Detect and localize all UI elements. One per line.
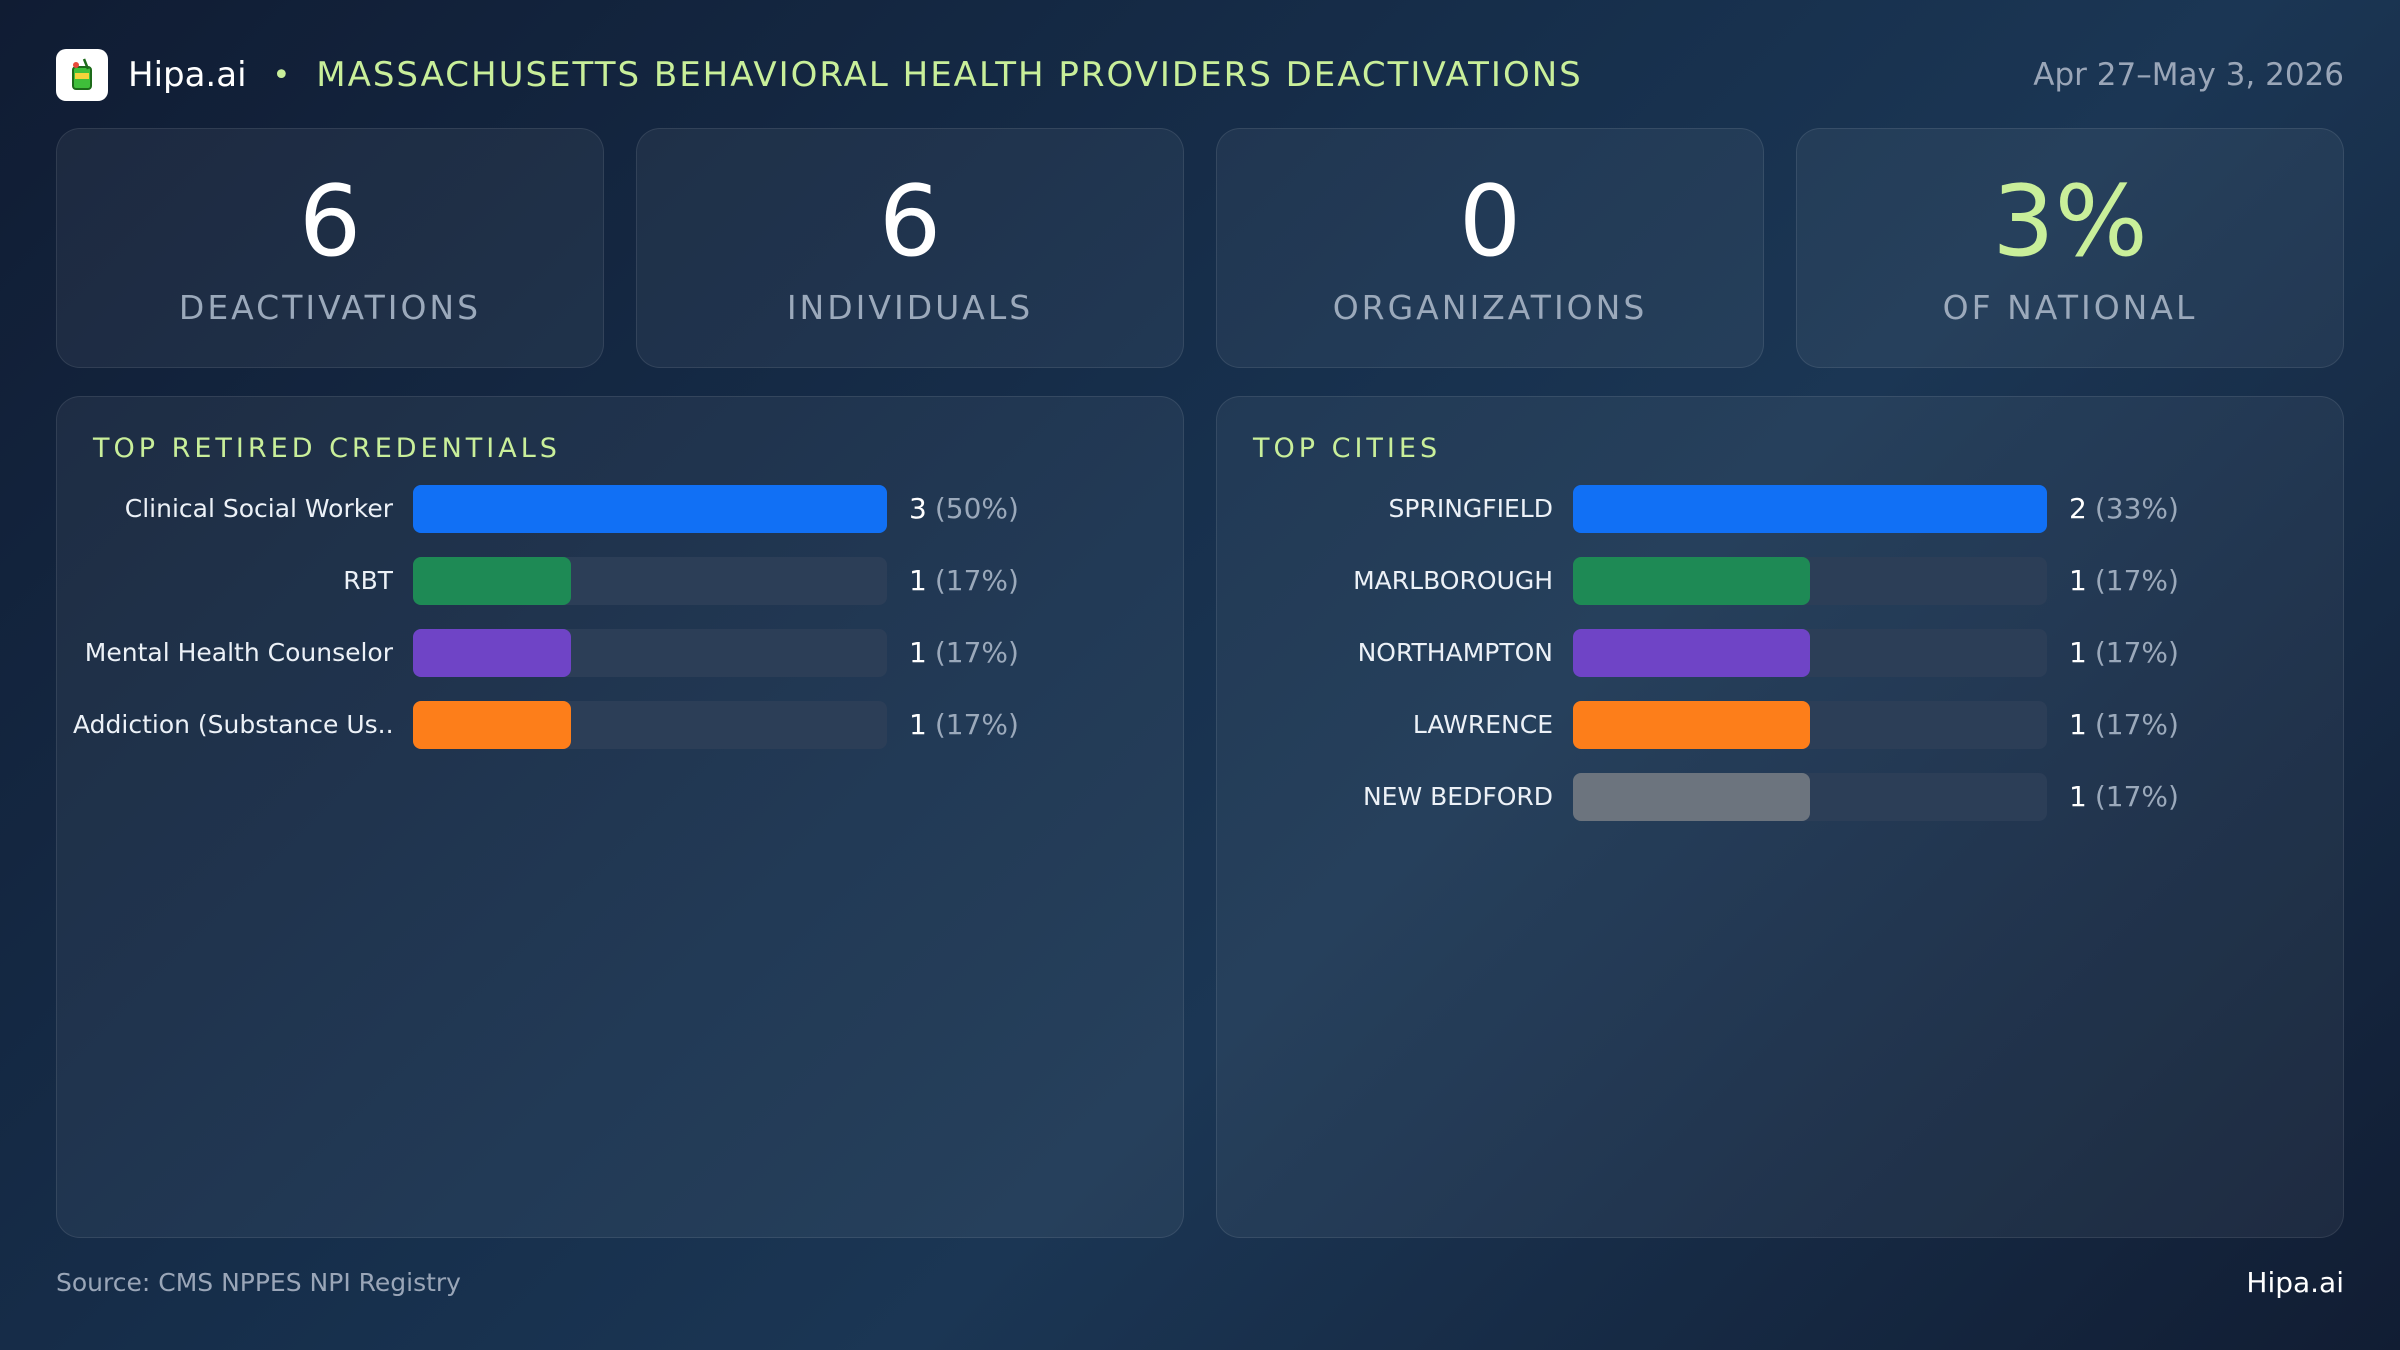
bar-value-label: 1 (17%): [2069, 773, 2179, 821]
kpi-value: 3%: [1992, 164, 2148, 279]
bar-value: 1: [2069, 636, 2087, 669]
kpi-card-deactivations: 6 DEACTIVATIONS: [56, 128, 604, 368]
bar: [1573, 557, 1810, 605]
bar-row: NEW BEDFORD 1 (17%): [1217, 773, 2343, 821]
bar-row: Clinical Social Worker 3 (50%): [57, 485, 1183, 533]
bar-track: [1573, 701, 2047, 749]
bar-row: Mental Health Counselor 1 (17%): [57, 629, 1183, 677]
bar-track: [1573, 485, 2047, 533]
bar: [1573, 701, 1810, 749]
bar-value: 3: [909, 492, 927, 525]
bar-value: 1: [2069, 708, 2087, 741]
bar-track: [413, 485, 887, 533]
bar-value-label: 3 (50%): [909, 485, 1019, 533]
footer-brand: Hipa.ai: [2246, 1266, 2344, 1299]
bar-percent: (17%): [934, 636, 1019, 669]
kpi-label: ORGANIZATIONS: [1332, 287, 1648, 327]
brand-name: Hipa.ai: [128, 55, 247, 95]
bar: [1573, 629, 1810, 677]
bar-value: 1: [2069, 564, 2087, 597]
bar-label: Mental Health Counselor: [84, 638, 393, 667]
kpi-card-individuals: 6 INDIVIDUALS: [636, 128, 1184, 368]
bar-row: SPRINGFIELD 2 (33%): [1217, 485, 2343, 533]
bar-label: LAWRENCE: [1412, 710, 1553, 739]
bar-row: NORTHAMPTON 1 (17%): [1217, 629, 2343, 677]
credentials-panel: TOP RETIRED CREDENTIALS Clinical Social …: [56, 396, 1184, 1238]
kpi-label: OF NATIONAL: [1942, 287, 2198, 327]
bar: [413, 701, 571, 749]
kpi-card-of-national: 3% OF NATIONAL: [1796, 128, 2344, 368]
bar-row: Addiction (Substance Us... 1 (17%): [57, 701, 1183, 749]
bar-percent: (17%): [2094, 708, 2179, 741]
bar-label: NORTHAMPTON: [1357, 638, 1553, 667]
bar-percent: (17%): [2094, 636, 2179, 669]
title-separator: •: [272, 57, 291, 93]
bar-percent: (33%): [2094, 492, 2179, 525]
bar: [413, 485, 887, 533]
kpi-value: 6: [298, 164, 362, 279]
bar-track: [1573, 557, 2047, 605]
kpi-label: INDIVIDUALS: [786, 287, 1034, 327]
bar-track: [413, 629, 887, 677]
bar-value-label: 2 (33%): [2069, 485, 2179, 533]
bar-value: 1: [2069, 780, 2087, 813]
bar-label: SPRINGFIELD: [1388, 494, 1554, 523]
bar-value-label: 1 (17%): [909, 629, 1019, 677]
page-title: MASSACHUSETTS BEHAVIORAL HEALTH PROVIDER…: [316, 55, 1583, 95]
bar-value-label: 1 (17%): [2069, 557, 2179, 605]
bar-value: 1: [909, 636, 927, 669]
bar-value: 1: [909, 708, 927, 741]
bar: [413, 629, 571, 677]
kpi-value: 0: [1458, 164, 1522, 279]
bar-row: RBT 1 (17%): [57, 557, 1183, 605]
bar-track: [1573, 629, 2047, 677]
bar-label: RBT: [343, 566, 393, 595]
bar-value: 2: [2069, 492, 2087, 525]
bar-row: LAWRENCE 1 (17%): [1217, 701, 2343, 749]
source-note: Source: CMS NPPES NPI Registry: [56, 1268, 461, 1297]
header: Hipa.ai • MASSACHUSETTS BEHAVIORAL HEALT…: [56, 44, 2344, 106]
bar: [1573, 773, 1810, 821]
bar-percent: (17%): [2094, 564, 2179, 597]
bar-label: MARLBOROUGH: [1353, 566, 1553, 595]
bar-percent: (17%): [2094, 780, 2179, 813]
bar-value: 1: [909, 564, 927, 597]
date-range: Apr 27–May 3, 2026: [2033, 57, 2344, 93]
cocktail-glass-icon: [56, 49, 108, 101]
cities-panel: TOP CITIES SPRINGFIELD 2 (33%) MARLBOROUGH 1…: [1216, 396, 2344, 1238]
kpi-label: DEACTIVATIONS: [178, 287, 482, 327]
bar-value-label: 1 (17%): [2069, 629, 2179, 677]
bar-track: [413, 701, 887, 749]
bar-label: Clinical Social Worker: [124, 494, 393, 523]
bar-row: MARLBOROUGH 1 (17%): [1217, 557, 2343, 605]
bar-percent: (50%): [934, 492, 1019, 525]
bar: [1573, 485, 2047, 533]
bar-percent: (17%): [934, 564, 1019, 597]
bar-value-label: 1 (17%): [2069, 701, 2179, 749]
bar-track: [1573, 773, 2047, 821]
bar-label: NEW BEDFORD: [1362, 782, 1553, 811]
kpi-card-organizations: 0 ORGANIZATIONS: [1216, 128, 1764, 368]
bar-value-label: 1 (17%): [909, 701, 1019, 749]
bar-percent: (17%): [934, 708, 1019, 741]
bar-track: [413, 557, 887, 605]
kpi-row: 6 DEACTIVATIONS 6 INDIVIDUALS 0 ORGANIZA…: [56, 128, 2344, 368]
chart-title: TOP CITIES: [1253, 433, 1442, 464]
bar-label: Addiction (Substance Us...: [73, 710, 393, 739]
chart-title: TOP RETIRED CREDENTIALS: [93, 433, 561, 464]
chart-panels: TOP RETIRED CREDENTIALS Clinical Social …: [56, 396, 2344, 1238]
kpi-value: 6: [878, 164, 942, 279]
bar: [413, 557, 571, 605]
bar-value-label: 1 (17%): [909, 557, 1019, 605]
